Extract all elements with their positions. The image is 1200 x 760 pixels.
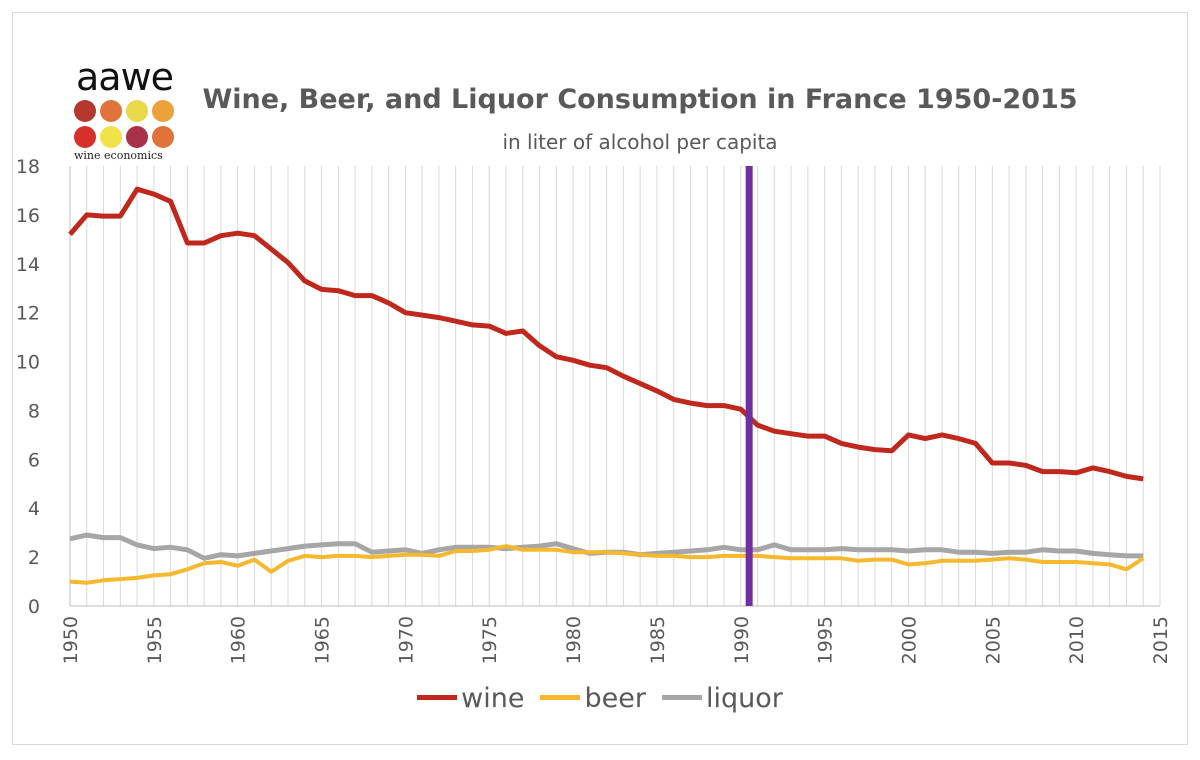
- legend-item-liquor: liquor: [661, 683, 783, 714]
- logo-subtitle: wine economics: [74, 149, 163, 162]
- x-tick-label: 2005: [982, 616, 1004, 664]
- chart-legend: wine beer liquor: [0, 683, 1200, 714]
- legend-label: liquor: [705, 683, 783, 714]
- logo-dot: [74, 100, 96, 122]
- x-tick-label: 1960: [228, 616, 250, 664]
- y-tick-label: 14: [16, 254, 40, 276]
- x-tick-label: 1975: [479, 616, 501, 664]
- logo-dot: [100, 100, 122, 122]
- x-tick-label: 2010: [1066, 616, 1088, 664]
- chart-title: Wine, Beer, and Liquor Consumption in Fr…: [202, 84, 1078, 115]
- y-tick-label: 12: [16, 303, 40, 325]
- logo-dot: [126, 126, 148, 148]
- logo-dot: [100, 126, 122, 148]
- legend-label: wine: [461, 683, 525, 714]
- logo-dot: [152, 100, 174, 122]
- logo-dot: [74, 126, 96, 148]
- legend-swatch: [661, 695, 702, 700]
- logo-dot: [126, 100, 148, 122]
- legend-item-wine: wine: [417, 683, 524, 714]
- y-tick-label: 4: [28, 498, 40, 520]
- logo-dot: [152, 126, 174, 148]
- x-tick-label: 1985: [647, 616, 669, 664]
- logo-wordmark: aawe: [76, 55, 174, 99]
- y-tick-label: 16: [16, 205, 40, 227]
- legend-swatch: [540, 695, 581, 700]
- x-tick-label: 1965: [312, 616, 334, 664]
- y-tick-label: 8: [28, 400, 40, 422]
- y-tick-label: 2: [28, 547, 40, 569]
- series-line-beer: [69, 544, 1145, 585]
- y-tick-label: 18: [16, 156, 40, 178]
- legend-label: beer: [584, 683, 646, 714]
- y-tick-label: 6: [28, 449, 40, 471]
- series-line-wine: [68, 186, 1144, 482]
- x-tick-label: 1955: [144, 616, 166, 664]
- y-tick-label: 10: [16, 352, 40, 374]
- y-tick-label: 0: [28, 596, 40, 618]
- x-tick-label: 2000: [898, 616, 920, 664]
- x-tick-label: 1990: [731, 616, 753, 664]
- x-tick-label: 1950: [60, 616, 82, 664]
- x-tick-label: 2015: [1150, 616, 1172, 664]
- x-tick-label: 1980: [563, 616, 585, 664]
- chart-subtitle: in liter of alcohol per capita: [502, 130, 778, 154]
- legend-item-beer: beer: [540, 683, 646, 714]
- legend-swatch: [417, 695, 458, 700]
- x-tick-label: 1970: [395, 616, 417, 664]
- x-tick-label: 1995: [815, 616, 837, 664]
- aawe-logo: aawe wine economics: [70, 58, 182, 168]
